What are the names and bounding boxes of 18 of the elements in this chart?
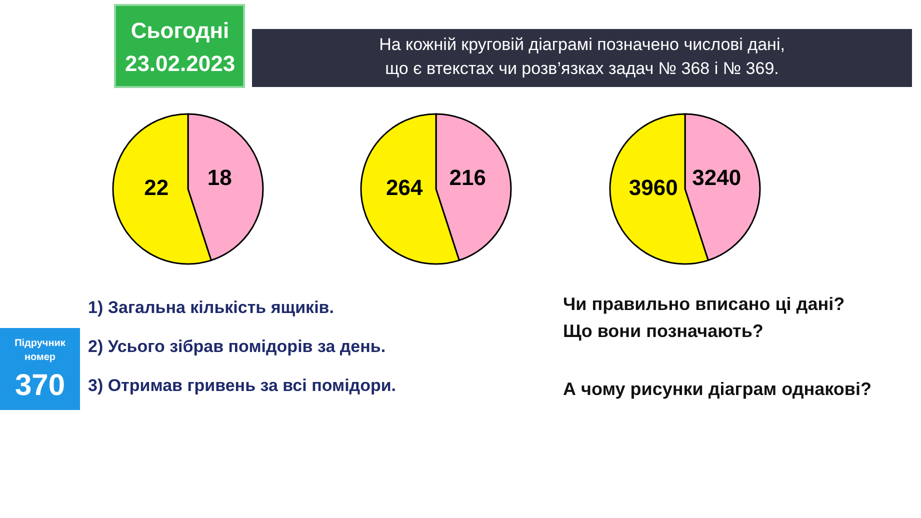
text: 2) Усього зібрав помідорів за день. [88,337,386,356]
text: 1) Загальна кількість ящиків. [88,298,334,317]
text: 23.02.2023 [124,51,236,76]
text: 370 [14,369,66,402]
text: На кожній круговій діаграмі позначено числові дані, що є втекстах чи розв’язках задач № 368 і № 369. [379,35,785,78]
text: номер [24,352,56,363]
data-label: 216 [449,164,486,190]
data-label: 22 [144,175,169,200]
text: Підручник [14,338,66,349]
data-label: 264 [386,175,424,200]
data-label: 18 [207,164,232,190]
data-label: 3960 [628,175,678,200]
text: Сьогодні [130,18,230,43]
text: А чому рисунки діаграм однакові? [563,379,872,399]
text: Чи правильно вписано ці дані? [563,294,845,314]
text: 3) Отримав гривень за всі помідори. [88,376,396,395]
text: Що вони позначають? [563,321,764,341]
data-label: 3240 [692,164,742,190]
